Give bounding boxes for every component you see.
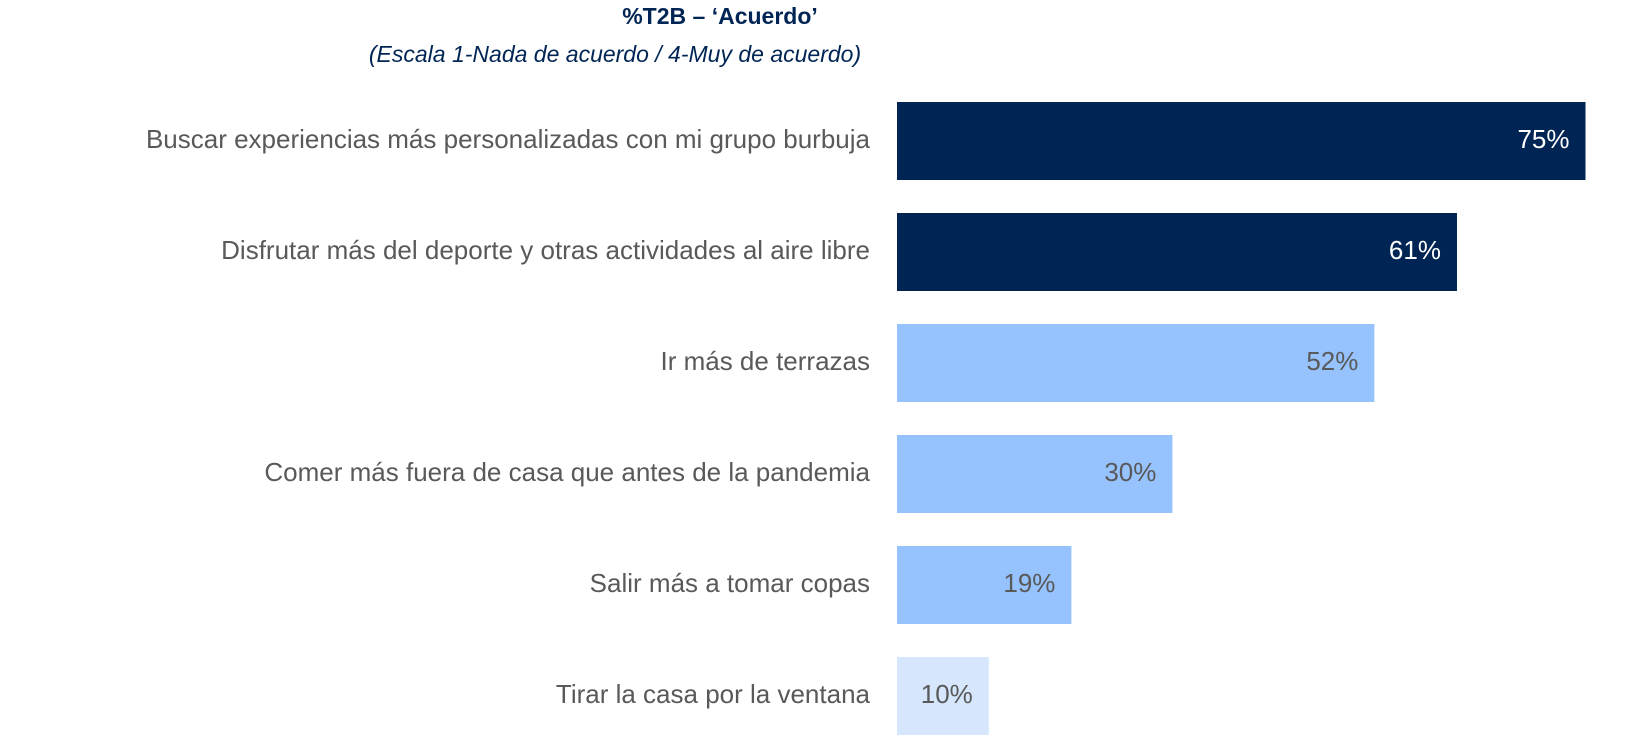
category-label: Ir más de terrazas	[660, 346, 870, 376]
value-label: 10%	[921, 679, 973, 709]
value-label: 30%	[1104, 457, 1156, 487]
bar	[897, 546, 1072, 624]
bar	[897, 657, 989, 735]
category-label: Tirar la casa por la ventana	[556, 679, 871, 709]
category-label: Buscar experiencias más personalizadas c…	[146, 124, 871, 154]
value-label: 61%	[1389, 235, 1441, 265]
value-label: 75%	[1517, 124, 1569, 154]
category-label: Disfrutar más del deporte y otras activi…	[221, 235, 870, 265]
value-label: 52%	[1306, 346, 1358, 376]
category-label: Comer más fuera de casa que antes de la …	[264, 457, 870, 487]
bar	[897, 435, 1173, 513]
category-label: Salir más a tomar copas	[590, 568, 870, 598]
bar	[897, 213, 1457, 291]
chart-subtitle: (Escala 1-Nada de acuerdo / 4-Muy de acu…	[369, 41, 861, 67]
chart-title: %T2B – ‘Acuerdo’	[622, 3, 818, 29]
bar	[897, 324, 1375, 402]
value-label: 19%	[1003, 568, 1055, 598]
bar	[897, 102, 1586, 180]
